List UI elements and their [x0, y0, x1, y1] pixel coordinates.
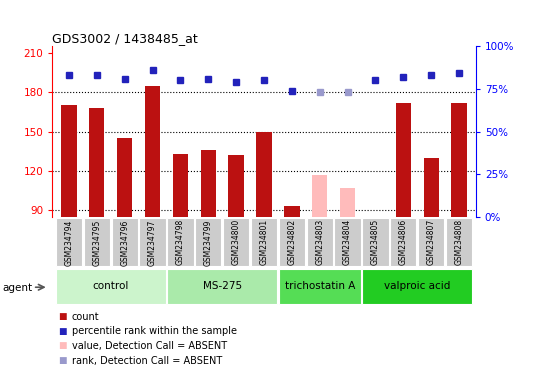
Bar	[256, 131, 272, 217]
Text: ■: ■	[58, 312, 66, 321]
Bar	[173, 154, 188, 217]
Text: percentile rank within the sample: percentile rank within the sample	[72, 326, 236, 336]
Text: GSM234808: GSM234808	[454, 219, 464, 265]
Bar	[167, 269, 277, 304]
Bar	[452, 103, 467, 217]
Text: GSM234807: GSM234807	[427, 219, 436, 265]
Text: GSM234805: GSM234805	[371, 219, 380, 265]
Bar	[201, 150, 216, 217]
Bar	[334, 218, 361, 266]
Text: GSM234806: GSM234806	[399, 219, 408, 265]
Text: GDS3002 / 1438485_at: GDS3002 / 1438485_at	[52, 32, 198, 45]
Bar	[284, 207, 300, 217]
Bar	[145, 86, 160, 217]
Text: GSM234800: GSM234800	[232, 219, 241, 265]
Bar	[167, 218, 194, 266]
Text: GSM234795: GSM234795	[92, 219, 101, 266]
Bar	[56, 218, 82, 266]
Text: ■: ■	[58, 356, 66, 365]
Text: count: count	[72, 312, 99, 322]
Text: GSM234802: GSM234802	[287, 219, 296, 265]
Bar	[362, 269, 472, 304]
Bar	[340, 188, 355, 217]
Text: GSM234803: GSM234803	[315, 219, 324, 265]
Bar	[362, 218, 388, 266]
Text: GSM234797: GSM234797	[148, 219, 157, 266]
Bar	[112, 218, 138, 266]
Bar	[223, 218, 249, 266]
Bar	[446, 218, 472, 266]
Bar	[117, 138, 133, 217]
Text: agent: agent	[3, 283, 33, 293]
Text: control: control	[92, 281, 129, 291]
Text: GSM234801: GSM234801	[260, 219, 268, 265]
Text: value, Detection Call = ABSENT: value, Detection Call = ABSENT	[72, 341, 227, 351]
Text: trichostatin A: trichostatin A	[284, 281, 355, 291]
Bar	[312, 175, 327, 217]
Text: MS-275: MS-275	[202, 281, 242, 291]
Bar	[84, 218, 110, 266]
Bar	[140, 218, 166, 266]
Text: GSM234798: GSM234798	[176, 219, 185, 265]
Text: rank, Detection Call = ABSENT: rank, Detection Call = ABSENT	[72, 356, 222, 366]
Text: GSM234804: GSM234804	[343, 219, 352, 265]
Bar	[56, 269, 166, 304]
Text: GSM234794: GSM234794	[64, 219, 74, 266]
Text: ■: ■	[58, 341, 66, 351]
Bar	[228, 155, 244, 217]
Bar	[89, 108, 104, 217]
Text: GSM234796: GSM234796	[120, 219, 129, 266]
Bar	[390, 218, 416, 266]
Text: ■: ■	[58, 327, 66, 336]
Bar	[61, 105, 76, 217]
Bar	[395, 103, 411, 217]
Bar	[418, 218, 444, 266]
Bar	[279, 269, 361, 304]
Bar	[195, 218, 221, 266]
Bar	[251, 218, 277, 266]
Bar	[279, 218, 305, 266]
Bar	[307, 218, 333, 266]
Bar	[424, 158, 439, 217]
Text: valproic acid: valproic acid	[384, 281, 450, 291]
Text: GSM234799: GSM234799	[204, 219, 213, 266]
